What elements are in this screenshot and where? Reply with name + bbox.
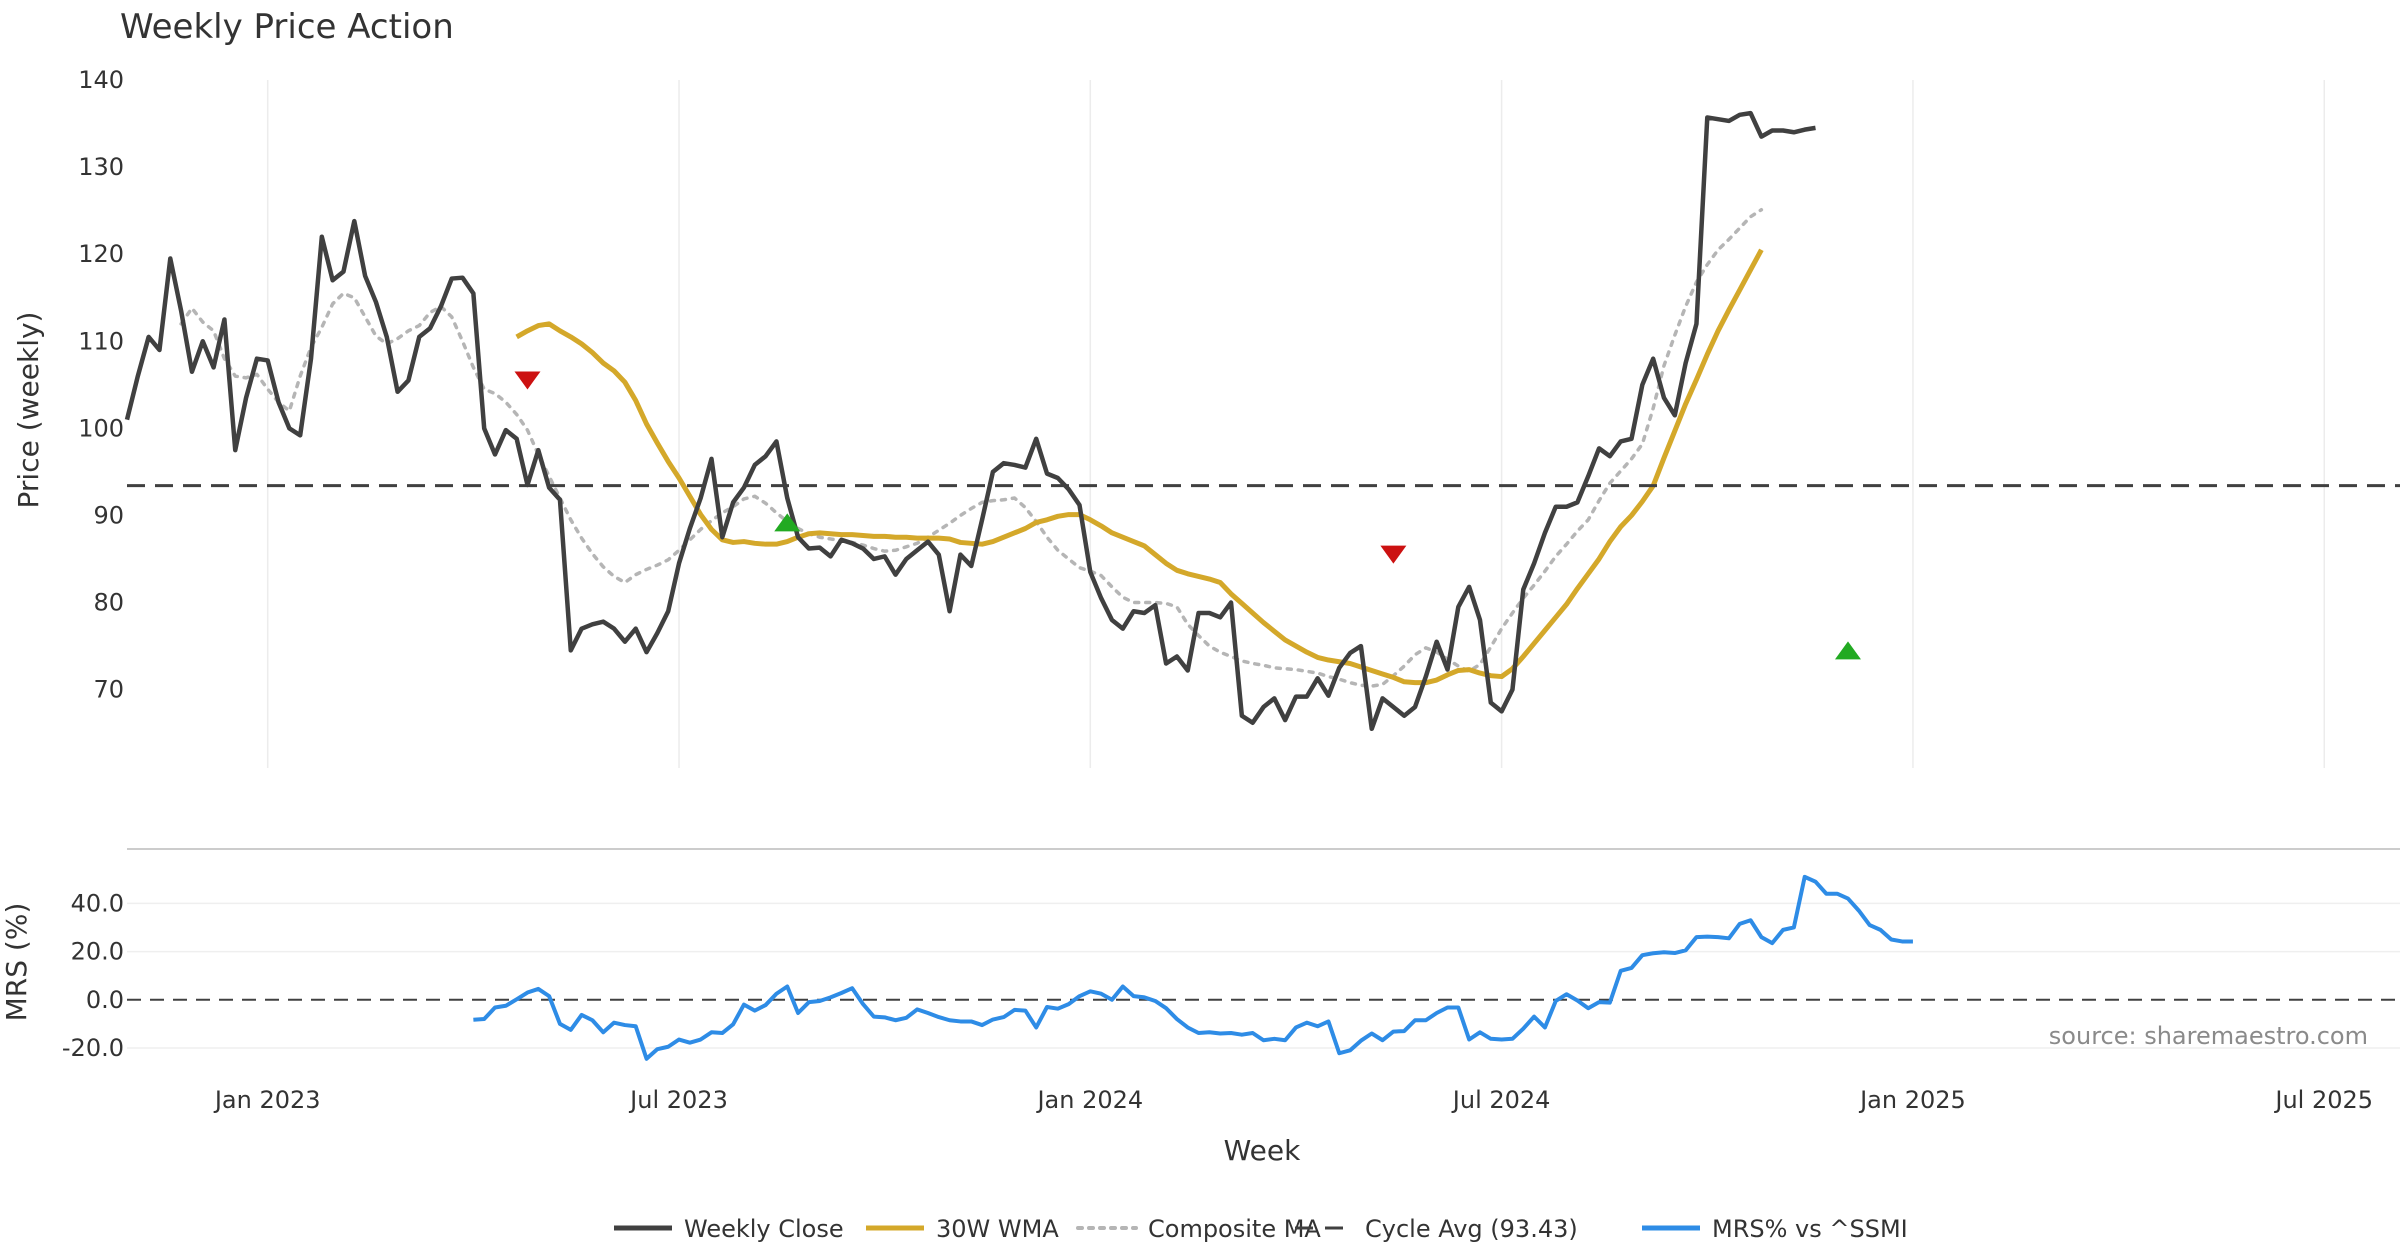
price-y-tick-label: 140 (78, 66, 124, 94)
mrs-grid (127, 902, 2400, 1049)
price-y-tick-label: 80 (93, 589, 124, 617)
price-y-tick-label: 70 (93, 676, 124, 704)
x-tick-label: Jul 2025 (2273, 1086, 2373, 1114)
mrs-y-tick-label: -20.0 (62, 1034, 124, 1062)
x-tick-label: Jan 2023 (213, 1086, 321, 1114)
mrs-y-tick-label: 20.0 (71, 938, 124, 966)
price-y-tick-label: 120 (78, 240, 124, 268)
x-tick-label: Jul 2023 (628, 1086, 728, 1114)
signal-markers (514, 371, 1861, 660)
legend-label: Cycle Avg (93.43) (1365, 1215, 1578, 1243)
price-y-tick-label: 130 (78, 153, 124, 181)
mrs-line (473, 874, 1913, 1061)
mrs-series (473, 874, 1913, 1061)
legend-label: 30W WMA (936, 1215, 1059, 1243)
price-y-axis-label: Price (weekly) (12, 312, 45, 509)
buy-signal-marker (774, 513, 801, 532)
30w-wma-line (515, 248, 1764, 686)
weekly-close-line (124, 110, 1816, 732)
sell-signal-marker (1380, 545, 1407, 564)
mrs-y-axis-label: MRS (%) (0, 903, 33, 1022)
mrs-y-tick-label: 0.0 (86, 986, 124, 1014)
x-tick-label: Jul 2024 (1451, 1086, 1551, 1114)
x-ticks: Jan 2023 Jul 2023 Jan 2024 Jul 2024 Jan 2025… (213, 1086, 2373, 1114)
price-y-ticks: 70 80 90 100 110 120 130 140 (78, 66, 124, 704)
x-axis-label: Week (1224, 1134, 1301, 1167)
buy-signal-marker (1834, 641, 1861, 660)
sell-signal-marker (514, 371, 541, 390)
price-series (124, 110, 1816, 732)
legend-label: Weekly Close (684, 1215, 844, 1243)
price-y-tick-label: 110 (78, 327, 124, 355)
legend-label: Composite MA (1148, 1215, 1321, 1243)
legend-label: MRS% vs ^SSMI (1712, 1215, 1908, 1243)
price-grid (266, 80, 2325, 768)
price-y-tick-label: 100 (78, 414, 124, 442)
mrs-y-tick-label: 40.0 (71, 889, 124, 917)
legend: Weekly Close 30W WMA Composite MA Cycle Avg… (614, 1215, 1908, 1243)
composite-ma-line (179, 208, 1764, 688)
x-tick-label: Jan 2024 (1035, 1086, 1143, 1114)
mrs-y-ticks: -20.0 0.0 20.0 40.0 (62, 889, 124, 1062)
source-label: source: sharemaestro.com (2049, 1022, 2368, 1050)
price-y-tick-label: 90 (93, 501, 124, 529)
x-tick-label: Jan 2025 (1858, 1086, 1966, 1114)
chart-title: Weekly Price Action (120, 7, 454, 47)
